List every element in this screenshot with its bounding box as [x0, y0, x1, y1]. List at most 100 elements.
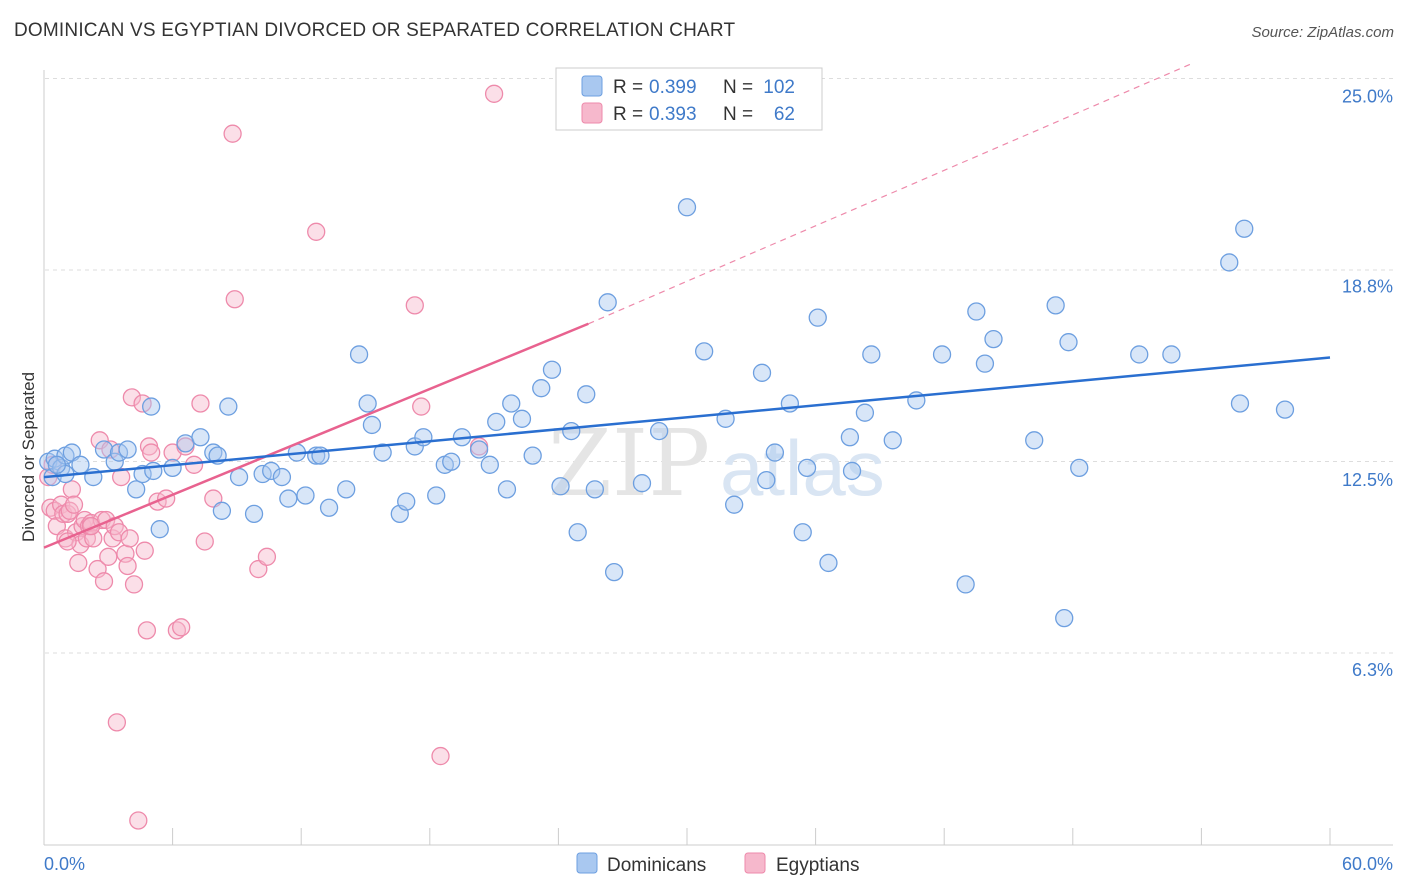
- stats-legend: R = 0.399 N = 102 R = 0.393 N = 62: [555, 67, 823, 131]
- legend-r-value-blue: 0.399: [649, 77, 697, 98]
- dominicans-point: [793, 523, 812, 542]
- source-label: Source: ZipAtlas.com: [1251, 24, 1394, 41]
- dominicans-point: [855, 403, 875, 422]
- egyptians-point: [412, 397, 431, 416]
- dominicans-point: [133, 464, 152, 484]
- egyptians-point: [124, 575, 144, 594]
- dominicans-point: [469, 440, 489, 459]
- dominicans-point: [1025, 431, 1044, 450]
- series-legend: Dominicans Egyptians: [576, 852, 859, 876]
- dominicans-point: [677, 198, 697, 217]
- y-tick-labels: 6.3% 12.5% 18.8% 25.0%: [1342, 87, 1393, 680]
- dominicans-point: [497, 480, 517, 499]
- dominicans-point: [819, 553, 838, 573]
- dominicans-point: [94, 440, 114, 459]
- x-tick-min: 0.0%: [44, 854, 85, 874]
- egyptians-point: [191, 394, 210, 413]
- legend-swatch-pink: [581, 102, 603, 124]
- dominicans-point: [532, 379, 551, 398]
- egyptians-point: [484, 84, 504, 103]
- dominicans-point: [1046, 296, 1065, 315]
- dominicans-point: [808, 308, 827, 327]
- dominicans-point: [523, 446, 542, 465]
- dominicans-point: [296, 486, 315, 505]
- chart-title: DOMINICAN VS EGYPTIAN DIVORCED OR SEPARA…: [14, 20, 736, 41]
- dominicans-point: [956, 575, 975, 594]
- dominicans-point: [842, 461, 862, 481]
- egyptians-point: [120, 529, 139, 548]
- egyptians-point: [431, 746, 450, 766]
- egyptians-point: [135, 541, 154, 560]
- egyptians-point: [64, 495, 84, 514]
- y-tick-label: 25.0%: [1342, 87, 1393, 107]
- dominicans-point: [984, 329, 1003, 349]
- dominicans-point: [150, 520, 169, 539]
- egyptians-point: [58, 504, 77, 524]
- x-ticks: [43, 828, 1331, 845]
- dominicans-point: [694, 342, 714, 361]
- dominicans-point: [1220, 253, 1239, 272]
- dominicans-point: [1055, 608, 1074, 628]
- dominicans-point: [487, 412, 506, 432]
- dominicans-point: [244, 504, 264, 524]
- legend-n-label-blue: N =: [723, 77, 753, 98]
- dominicans-point: [118, 440, 137, 459]
- dominicans-point: [568, 523, 587, 542]
- dominicans-point: [142, 397, 161, 416]
- dominicans-point: [397, 492, 416, 511]
- dominicans-point: [319, 498, 339, 517]
- egyptians-point: [99, 547, 118, 566]
- egyptians-point: [122, 388, 142, 407]
- egyptians-point: [307, 222, 326, 241]
- x-tick-max: 60.0%: [1342, 854, 1393, 874]
- dominicans-point: [649, 421, 669, 441]
- dominicans-point: [47, 455, 67, 474]
- legend-n-label-pink: N =: [723, 104, 753, 125]
- dominicans-point: [551, 477, 570, 496]
- dominicans-point: [279, 489, 298, 508]
- dominicans-point: [272, 467, 292, 487]
- egyptians-trend: [43, 322, 589, 549]
- dominicans-point: [362, 415, 382, 435]
- legend-r-label-pink: R =: [613, 104, 643, 125]
- dominicans-point: [127, 480, 146, 499]
- dominicans-point: [502, 394, 521, 413]
- y-tick-label: 12.5%: [1342, 470, 1393, 490]
- dominicans-point: [219, 397, 238, 416]
- legend-r-label-blue: R =: [613, 77, 643, 98]
- dominicans-point: [1059, 333, 1078, 352]
- dominicans-point: [71, 455, 90, 474]
- gridlines: [45, 78, 1393, 654]
- dominicans-point: [585, 480, 604, 499]
- dominicans-point: [562, 421, 581, 441]
- legend-n-value-pink: 62: [774, 104, 795, 125]
- watermark-atlas: atlas: [720, 424, 885, 512]
- dominicans-point: [1070, 458, 1089, 478]
- dominicans-point: [577, 385, 596, 404]
- dominicans-point: [765, 443, 785, 462]
- egyptians-point: [195, 532, 214, 551]
- dominicans-point: [262, 461, 281, 481]
- egyptians-point: [257, 547, 277, 566]
- dominicans-point: [757, 470, 776, 490]
- dominicans-point: [598, 293, 617, 312]
- dominicans-point: [1130, 345, 1149, 364]
- egyptians-point: [109, 523, 129, 542]
- dominicans-point: [604, 562, 624, 582]
- dominicans-point: [1230, 394, 1250, 413]
- egyptians-point: [62, 480, 82, 499]
- dominicans-point: [542, 360, 562, 379]
- dominicans-point: [1235, 219, 1254, 238]
- y-tick-label: 6.3%: [1352, 660, 1393, 680]
- egyptians-point: [172, 618, 191, 637]
- egyptians-point: [94, 572, 114, 591]
- legend-r-value-pink: 0.393: [649, 104, 697, 125]
- dominicans-point: [512, 409, 532, 428]
- dominicans-point: [840, 428, 860, 447]
- legend-dominicans-swatch: [576, 852, 598, 874]
- egyptians-point: [118, 556, 137, 576]
- dominicans-point: [883, 431, 902, 450]
- y-tick-label: 18.8%: [1342, 277, 1393, 297]
- egyptians-point: [223, 124, 242, 143]
